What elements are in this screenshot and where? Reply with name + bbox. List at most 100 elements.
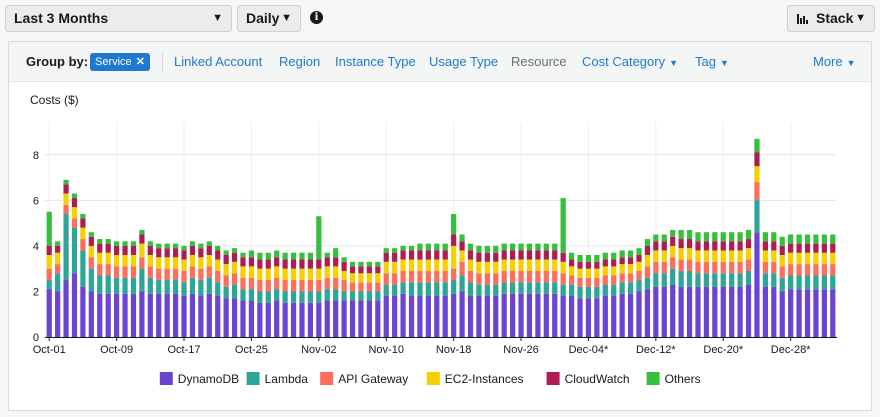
bar-segment [333, 289, 339, 301]
bar-segment [552, 282, 558, 294]
chart-style-dropdown[interactable]: Stack ▼ [787, 5, 875, 32]
x-tick-label: Dec-12* [636, 344, 676, 356]
bar-segment [813, 252, 819, 265]
bar-segment [223, 250, 229, 255]
bar-segment [392, 248, 398, 253]
bar-segment [139, 234, 145, 244]
bar-segment [156, 268, 162, 281]
bar-segment [358, 273, 364, 283]
bar-segment [147, 245, 153, 255]
bar-segment [627, 293, 634, 337]
bar-segment [105, 264, 111, 276]
bar-segment [560, 273, 566, 285]
bar-segment [164, 243, 170, 249]
bar-segment [257, 302, 263, 337]
bar-segment [510, 250, 516, 260]
bar-segment [493, 273, 499, 285]
group-option-region[interactable]: Region [279, 54, 321, 69]
bar-segment [493, 261, 499, 274]
bar-segment [80, 250, 86, 287]
bar-segment [375, 291, 381, 301]
bar-segment [712, 241, 718, 251]
legend-swatch [159, 372, 173, 385]
date-range-dropdown[interactable]: Last 3 Months ▼ [5, 5, 232, 32]
bar-segment [796, 264, 802, 276]
bar-segment [535, 259, 541, 271]
bar-segment [324, 277, 330, 290]
bar-segment [198, 280, 204, 296]
bar-segment [408, 259, 415, 271]
bar-segment [644, 289, 651, 337]
bar-segment [392, 252, 398, 262]
bar-segment [484, 296, 490, 337]
bar-segment [307, 302, 314, 337]
bar-segment [206, 245, 212, 255]
bar-segment [661, 286, 667, 337]
chart-style-label: Stack [816, 10, 854, 26]
bar-segment [46, 268, 52, 281]
group-option-cost-category[interactable]: Cost Category ▼ [582, 54, 678, 69]
bar-segment [105, 252, 111, 265]
bar-segment [105, 243, 111, 253]
info-icon[interactable]: i [310, 11, 323, 24]
legend-label: Lambda [265, 372, 309, 386]
bar-segment [577, 255, 583, 262]
close-icon[interactable]: ✕ [135, 56, 145, 68]
group-option-more[interactable]: More ▼ [813, 54, 856, 69]
bar-segment [282, 259, 288, 269]
bar-segment [80, 227, 86, 240]
bar-segment [189, 293, 196, 337]
bar-segment [526, 243, 533, 251]
bar-segment [585, 255, 592, 262]
bar-segment [215, 250, 221, 260]
bar-segment [526, 250, 533, 260]
bar-segment [619, 257, 625, 265]
bar-segment [63, 214, 69, 281]
bar-segment [55, 291, 61, 337]
bar-segment [568, 275, 575, 285]
granularity-dropdown[interactable]: Daily ▼ [237, 5, 301, 32]
bar-segment [779, 236, 785, 246]
bar-segment [611, 284, 617, 296]
group-option-linked-account[interactable]: Linked Account [174, 54, 263, 69]
bar-segment [577, 268, 583, 278]
bar-segment [552, 270, 558, 283]
bar-segment [627, 257, 634, 265]
bar-segment [316, 268, 322, 281]
bar-segment [560, 296, 566, 337]
bar-segment [46, 289, 52, 337]
bar-segment [274, 250, 280, 258]
x-tick-label: Oct-01 [33, 344, 66, 356]
group-option-usage-type[interactable]: Usage Type [429, 54, 499, 69]
bar-segment [830, 275, 836, 290]
bar-segment [653, 250, 659, 262]
bar-segment [636, 280, 642, 292]
bar-segment [670, 229, 676, 237]
bar-segment [644, 266, 651, 278]
bar-segment [164, 248, 170, 258]
bar-segment [189, 255, 196, 267]
bar-segment [552, 250, 558, 260]
bar-segment [830, 289, 836, 337]
bar-segment [274, 289, 280, 301]
group-option-instance-type[interactable]: Instance Type [335, 54, 416, 69]
bar-segment [602, 259, 608, 267]
bar-segment [198, 268, 204, 281]
bar-segment [425, 243, 431, 251]
bar-segment [594, 255, 600, 262]
group-by-chip-service[interactable]: Service ✕ [90, 53, 150, 71]
bar-segment [366, 266, 372, 274]
bar-segment [105, 293, 111, 337]
bar-segment [80, 239, 86, 251]
bar-segment [737, 250, 743, 262]
bar-segment [653, 286, 659, 337]
group-option-tag[interactable]: Tag ▼ [695, 54, 729, 69]
bar-segment [417, 270, 423, 283]
bar-segment [181, 282, 187, 296]
bar-segment [585, 298, 592, 337]
bar-segment [274, 266, 280, 278]
bar-segment [754, 138, 760, 153]
bar-segment [156, 243, 162, 249]
bar-segment [670, 268, 676, 285]
bar-segment [156, 293, 162, 337]
